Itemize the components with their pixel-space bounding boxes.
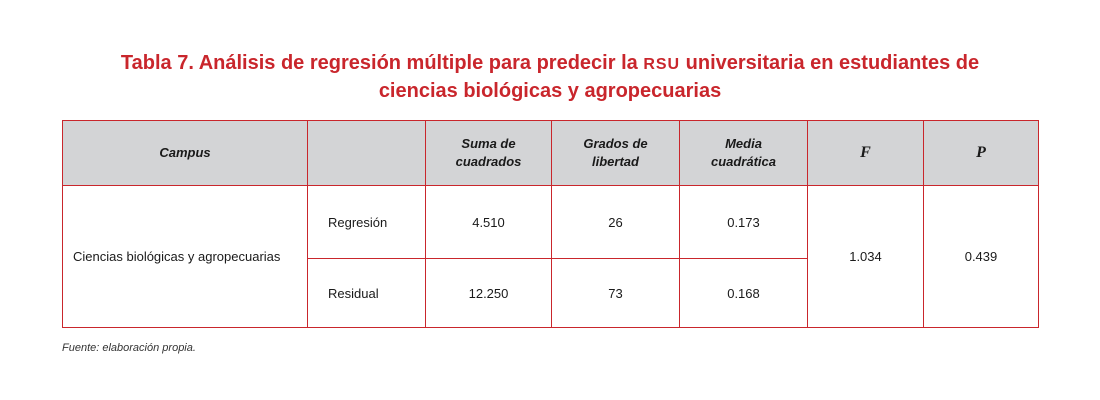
header-media-line2: cuadrática: [710, 154, 777, 169]
cell-suma-residual: 12.250: [425, 258, 552, 328]
title-line1-end: universitaria en estudiantes de: [680, 52, 980, 74]
cell-source-regresion: Regresión: [307, 185, 426, 259]
table-row: Ciencias biológicas y agropecuarias Regr…: [62, 185, 1039, 328]
cell-f-value: 1.034: [807, 185, 924, 328]
table-row: Residual 12.250 73 0.168: [63, 258, 1039, 328]
header-suma-line1: Suma de: [461, 136, 516, 151]
header-campus: Campus: [62, 120, 308, 186]
cell-source-residual: Residual: [307, 258, 426, 328]
header-blank: [307, 120, 426, 186]
cell-media-residual: 0.168: [679, 258, 808, 328]
header-grados-line2: libertad: [592, 154, 639, 169]
cell-grados-residual: 73: [551, 258, 680, 328]
cell-media-regresion: 0.173: [679, 185, 808, 259]
header-grados-de-libertad: Grados de libertad: [551, 120, 680, 186]
header-p: P: [923, 120, 1039, 186]
header-media-line1: Media: [725, 136, 762, 151]
header-grados-line1: Grados de: [583, 136, 648, 151]
cell-grados-regresion: 26: [551, 185, 680, 259]
header-media-cuadratica: Media cuadrática: [679, 120, 808, 186]
header-f: F: [807, 120, 924, 186]
table-title: Tabla 7. Análisis de regresión múltiple …: [60, 50, 1040, 104]
source-footnote: Fuente: elaboración propia.: [62, 342, 196, 354]
cell-campus: Ciencias biológicas y agropecuarias: [62, 185, 308, 328]
regression-table: Campus Suma de cuadrados Grados de liber…: [62, 120, 1039, 328]
header-suma-line2: cuadrados: [455, 154, 522, 169]
title-line1-start: Tabla 7. Análisis de regresión múltiple …: [120, 52, 644, 74]
cell-p-value: 0.439: [923, 185, 1039, 328]
header-suma-de-cuadrados: Suma de cuadrados: [425, 120, 552, 186]
cell-suma-regresion: 4.510: [425, 185, 552, 259]
title-line2: ciencias biológicas y agropecuarias: [378, 80, 722, 102]
header-row: Campus Suma de cuadrados Grados de liber…: [62, 120, 1039, 186]
title-abbreviation: RSU: [643, 56, 681, 73]
